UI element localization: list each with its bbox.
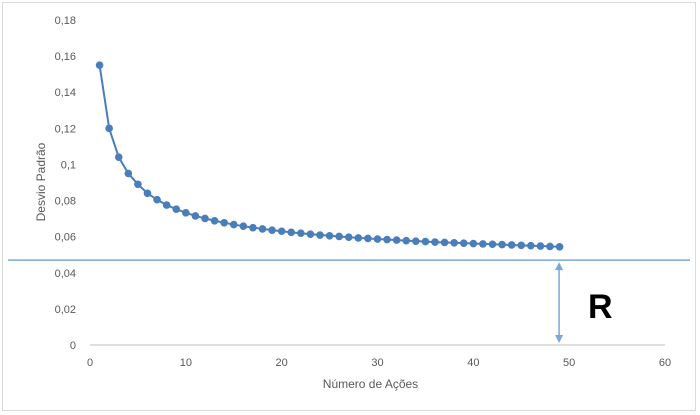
r-arrow-head-up [555,262,564,271]
data-point [105,124,113,133]
data-point [325,231,334,240]
data-point [277,227,286,236]
data-point [201,214,209,223]
y-tick-label: 0,18 [55,15,76,27]
data-point [229,220,238,229]
series-points [95,61,564,251]
data-point [498,240,506,249]
y-tick-label: 0,12 [55,123,76,135]
data-point [412,237,420,245]
data-point [536,242,545,250]
y-tick-label: 0,14 [55,87,76,99]
data-point [220,218,228,227]
y-tick-label: 0,02 [55,304,76,316]
x-tick-label: 60 [659,357,671,369]
x-tick-label: 0 [87,357,93,369]
data-point [124,169,133,178]
data-point [182,209,190,217]
x-tick-label: 10 [180,357,192,369]
data-point [114,153,123,162]
data-point [450,239,458,247]
data-point [95,61,104,69]
chart-frame [2,2,696,411]
data-point [546,242,554,251]
r-label: R [588,288,613,326]
data-point [431,238,439,246]
y-tick-label: 0,1 [61,159,76,171]
data-point [287,228,296,237]
data-point [373,235,382,243]
data-point [421,237,430,246]
data-point [507,241,516,249]
data-point [162,201,171,209]
x-axis-title: Número de Ações [323,377,418,391]
data-point [191,212,200,220]
data-point [134,180,142,189]
y-tick-label: 0 [70,340,76,352]
data-point [306,230,315,238]
y-axis-title: Desvio Padrão [34,142,48,221]
data-point [210,216,219,225]
x-tick-labels: 0 10 20 30 40 50 60 [87,357,671,369]
data-point [517,241,526,250]
x-tick-label: 40 [467,357,479,369]
y-tick-label: 0,08 [55,196,76,208]
x-tick-label: 50 [563,357,575,369]
x-tick-label: 30 [371,357,383,369]
data-point [469,239,478,248]
data-point [316,231,324,239]
y-tick-labels: 0 0,02 0,04 0,06 0,08 0,1 0,12 0,14 0,16 0,18 [55,15,76,352]
data-point [488,240,497,249]
data-point [172,205,181,214]
data-point [239,222,248,230]
data-point [479,240,487,248]
data-point [297,229,305,238]
data-point [153,195,161,204]
data-point [364,234,372,243]
data-point [440,238,449,247]
data-point [143,189,152,198]
data-point [344,233,353,242]
data-point [383,235,391,244]
r-arrow-head-down [555,335,564,343]
r-arrow [555,262,564,343]
data-point [258,225,267,233]
data-point [249,223,257,232]
data-point [268,226,276,234]
series-line [98,64,560,248]
y-tick-label: 0,06 [55,232,76,244]
y-tick-label: 0,16 [55,51,76,63]
data-point [402,236,411,245]
y-tick-label: 0,04 [55,268,76,280]
data-point [459,239,468,247]
x-tick-label: 20 [276,357,288,369]
data-point [555,242,564,251]
data-point [527,241,535,250]
data-point [392,236,401,244]
data-point [354,234,363,242]
data-point [335,232,343,241]
